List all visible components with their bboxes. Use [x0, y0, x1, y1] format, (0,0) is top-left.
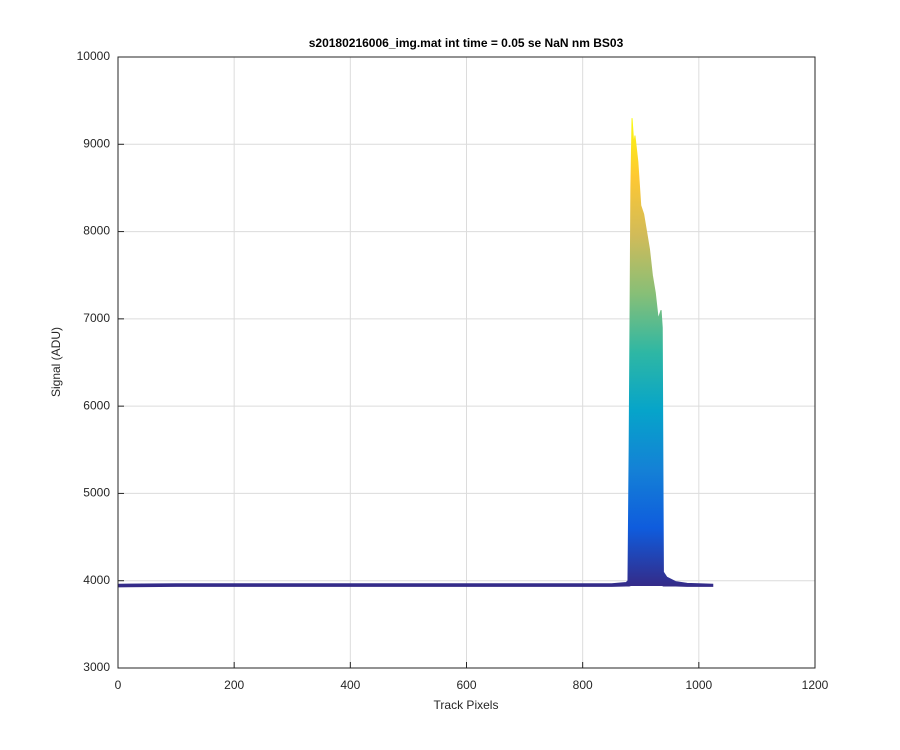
- x-tick-label: 1200: [802, 678, 829, 692]
- y-tick-label: 7000: [83, 311, 110, 325]
- chart-title: s20180216006_img.mat int time = 0.05 se …: [309, 36, 624, 50]
- y-tick-label: 4000: [83, 573, 110, 587]
- x-tick-label: 800: [573, 678, 593, 692]
- x-tick-label: 1000: [685, 678, 712, 692]
- y-tick-label: 9000: [83, 136, 110, 150]
- x-tick-label: 200: [224, 678, 244, 692]
- x-axis-label: Track Pixels: [434, 698, 499, 712]
- y-tick-label: 6000: [83, 398, 110, 412]
- x-tick-label: 400: [340, 678, 360, 692]
- y-tick-label: 3000: [83, 660, 110, 674]
- x-tick-label: 0: [115, 678, 122, 692]
- signal-area: [117, 118, 714, 588]
- x-tick-label: 600: [456, 678, 476, 692]
- y-tick-label: 5000: [83, 486, 110, 500]
- y-tick-label: 10000: [77, 49, 111, 63]
- y-tick-label: 8000: [83, 224, 110, 238]
- y-axis-label: Signal (ADU): [49, 327, 63, 397]
- plot-frame: [117, 56, 816, 669]
